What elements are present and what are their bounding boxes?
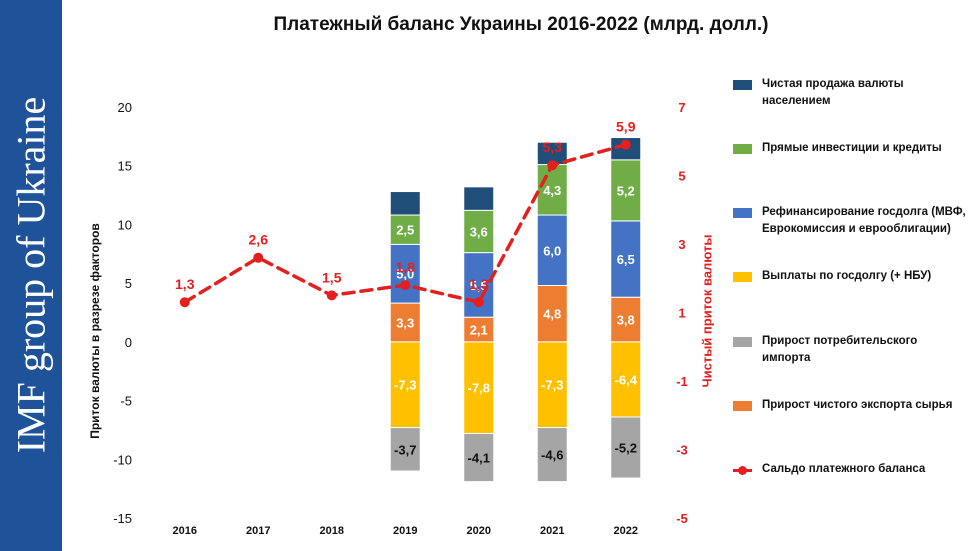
- data-label-debt_payments: -7,3: [394, 378, 416, 393]
- side-banner: IMF group of Ukraine: [0, 0, 62, 551]
- y-tick-label: -15: [113, 511, 132, 526]
- data-label-refinancing: 5,0: [396, 267, 414, 282]
- y-tick-label: 20: [118, 100, 132, 115]
- legend-swatch-net-fx-sale: [733, 80, 752, 90]
- bar-consumer_import: [610, 416, 642, 479]
- legend-label-balance: Сальдо платежного баланса: [762, 463, 926, 475]
- balance-point: [253, 252, 264, 263]
- y2-tick-label: 5: [678, 169, 685, 184]
- balance-label: 1,5: [322, 269, 342, 285]
- balance-label: 5,3: [543, 139, 563, 155]
- y-tick-label: 0: [125, 335, 132, 350]
- legend-swatch-balance: [733, 465, 752, 475]
- balance-label: 1,3: [469, 276, 489, 292]
- bar-raw_export: [536, 284, 568, 343]
- data-label-fdi_loans: 4,3: [543, 183, 561, 198]
- legend-label-fdi-loans: Прямые инвестиции и кредиты: [762, 142, 942, 154]
- data-label-raw_export: 4,8: [543, 307, 561, 322]
- legend-item-net-fx-sale: Чистая продажа валюты населением: [733, 76, 968, 110]
- bar-debt_payments: [536, 341, 568, 429]
- balance-label: 1,3: [175, 276, 195, 292]
- legend-item-consumer-import: Прирост потребительского импорта: [733, 333, 968, 367]
- legend-item-balance: Сальдо платежного баланса: [733, 461, 968, 478]
- bar-fdi_loans: [536, 164, 568, 216]
- balance-point: [620, 139, 631, 150]
- data-label-fdi_loans: 5,2: [617, 183, 635, 198]
- data-label-fdi_loans: 2,5: [396, 223, 414, 238]
- y-tick-label: 15: [118, 159, 132, 174]
- legend-swatch-fdi-loans: [733, 144, 752, 154]
- legend-swatch-raw-export: [733, 401, 752, 411]
- bar-refinancing: [389, 243, 421, 304]
- bar-raw_export: [610, 296, 642, 343]
- y-tick-label: 10: [118, 217, 132, 232]
- bar-debt_payments: [389, 341, 421, 429]
- x-tick-label: 2018: [320, 525, 344, 537]
- bar-consumer_import: [463, 432, 495, 483]
- data-label-raw_export: 3,8: [617, 313, 635, 328]
- data-label-raw_export: 3,3: [396, 315, 414, 330]
- legend-swatch-refinancing: [733, 208, 752, 218]
- balance-point: [179, 297, 190, 308]
- bar-net_fx_sale: [463, 186, 495, 211]
- y2-tick-label: 7: [678, 100, 685, 115]
- balance-label: 2,6: [249, 232, 269, 248]
- data-label-fdi_loans: 3,6: [470, 224, 488, 239]
- data-label-raw_export: 2,1: [470, 323, 488, 338]
- x-tick-label: 2022: [614, 525, 638, 537]
- balance-point: [547, 160, 558, 171]
- data-label-consumer_import: -5,2: [615, 441, 637, 456]
- bar-raw_export: [389, 302, 421, 343]
- y2-tick-label: 3: [678, 237, 685, 252]
- bar-debt_payments: [610, 341, 642, 418]
- x-tick-label: 2021: [540, 525, 564, 537]
- data-label-debt_payments: -6,4: [615, 372, 638, 387]
- balance-label: 1,8: [396, 259, 416, 275]
- bar-refinancing: [610, 220, 642, 298]
- data-label-refinancing: 5,5: [470, 278, 488, 293]
- y2-tick-label: 1: [678, 306, 685, 321]
- x-tick-label: 2017: [246, 525, 270, 537]
- legend-label-debt-payments: Выплаты по госдолгу (+ НБУ): [762, 270, 932, 282]
- legend-label-net-fx-sale: Чистая продажа валюты населением: [762, 78, 904, 107]
- bar-consumer_import: [536, 427, 568, 483]
- data-label-refinancing: 6,5: [617, 252, 635, 267]
- legend-item-refinancing: Рефинансирование госдолга (МВФ, Еврокоми…: [733, 204, 968, 238]
- balance-point: [473, 297, 484, 308]
- x-tick-label: 2020: [467, 525, 491, 537]
- bar-refinancing: [536, 214, 568, 286]
- legend-label-refinancing: Рефинансирование госдолга (МВФ, Еврокоми…: [762, 206, 966, 235]
- x-tick-label: 2019: [393, 525, 417, 537]
- data-label-consumer_import: -4,6: [541, 448, 563, 463]
- data-label-debt_payments: -7,3: [541, 378, 563, 393]
- bar-net_fx_sale: [389, 191, 421, 216]
- data-label-refinancing: 6,0: [543, 243, 561, 258]
- y-tick-label: 5: [125, 276, 132, 291]
- balance-point: [400, 280, 411, 291]
- bar-consumer_import: [389, 427, 421, 472]
- bar-fdi_loans: [389, 214, 421, 245]
- balance-label: 5,9: [616, 119, 636, 135]
- chart-title: Платежный баланс Украины 2016-2022 (млрд…: [273, 14, 769, 35]
- legend-label-raw-export: Прирост чистого экспорта сырья: [762, 399, 953, 411]
- data-label-consumer_import: -3,7: [394, 442, 416, 457]
- legend-swatch-consumer-import: [733, 337, 752, 347]
- data-label-consumer_import: -4,1: [468, 451, 490, 466]
- y2-tick-label: -1: [676, 374, 688, 389]
- data-label-debt_payments: -7,8: [468, 381, 490, 396]
- legend-label-consumer-import: Прирост потребительского импорта: [762, 335, 918, 364]
- legend-item-raw-export: Прирост чистого экспорта сырья: [733, 397, 968, 414]
- legend-item-fdi-loans: Прямые инвестиции и кредиты: [733, 140, 968, 157]
- y2-tick-label: -5: [676, 511, 688, 526]
- bar-fdi_loans: [610, 159, 642, 222]
- legend-swatch-debt-payments: [733, 272, 752, 282]
- legend-item-debt-payments: Выплаты по госдолгу (+ НБУ): [733, 268, 968, 285]
- balance-point: [326, 290, 337, 301]
- y2-tick-label: -3: [676, 443, 688, 458]
- x-tick-label: 2016: [173, 525, 197, 537]
- y-tick-label: -10: [113, 452, 132, 467]
- y-tick-label: -5: [120, 394, 132, 409]
